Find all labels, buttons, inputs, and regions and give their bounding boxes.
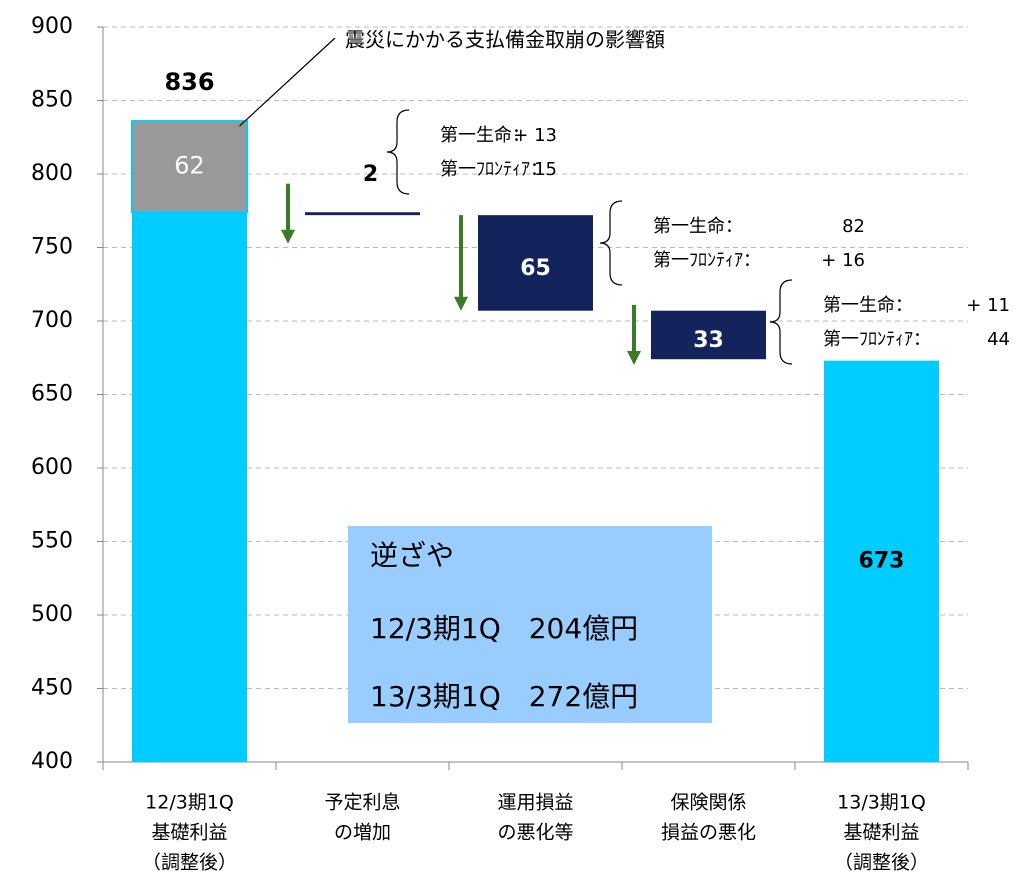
one-off-note: 震災にかかる支払備金取崩の影響額 bbox=[345, 28, 665, 52]
breakdown-name: 第一生命： bbox=[823, 295, 913, 316]
y-tick-label: 650 bbox=[31, 382, 73, 407]
x-tick-label: 12/3期1Q bbox=[145, 792, 234, 814]
x-tick-label: 基礎利益 bbox=[843, 822, 919, 844]
value-label: 673 bbox=[859, 548, 905, 573]
breakdown-value: 82 bbox=[842, 216, 865, 237]
breakdown-name: 第一ﾌﾛﾝﾃｨｱ： bbox=[440, 159, 548, 180]
breakdown-value: + 11 bbox=[966, 295, 1010, 316]
arrow-head bbox=[454, 296, 468, 311]
text-box-bg bbox=[348, 526, 712, 723]
breakdown-name: 第一ﾌﾛﾝﾃｨｱ： bbox=[653, 250, 761, 271]
x-tick-label: の増加 bbox=[334, 822, 391, 844]
leader-line bbox=[239, 37, 336, 127]
brace bbox=[386, 109, 410, 195]
x-tick-label: 基礎利益 bbox=[151, 822, 227, 844]
y-tick-label: 600 bbox=[31, 455, 73, 480]
value-label: 2 bbox=[363, 162, 378, 187]
bar bbox=[305, 212, 420, 216]
one-off-segment bbox=[131, 120, 248, 214]
text-box-line: 13/3期1Q 272億円 bbox=[370, 680, 638, 713]
brace bbox=[769, 279, 793, 365]
y-tick-label: 750 bbox=[31, 235, 73, 260]
y-tick-label: 400 bbox=[31, 749, 73, 774]
breakdown-value: + 13 bbox=[513, 125, 557, 146]
y-tick-label: 550 bbox=[31, 529, 73, 554]
arrow-head bbox=[627, 350, 641, 365]
breakdown-value: + 16 bbox=[821, 250, 865, 271]
x-tick-label: （調整後） bbox=[142, 852, 237, 874]
bar bbox=[132, 212, 247, 763]
y-tick-label: 450 bbox=[31, 676, 73, 701]
text-box: 逆ざや 12/3期1Q 204億円 13/3期1Q 272億円 bbox=[348, 526, 712, 723]
total-label: 836 bbox=[164, 68, 214, 96]
x-tick-label: 運用損益 bbox=[497, 792, 573, 814]
y-tick-label: 900 bbox=[31, 14, 73, 39]
x-tick-label: の悪化等 bbox=[497, 822, 573, 844]
bar bbox=[651, 310, 766, 360]
breakdown-value: 15 bbox=[534, 159, 557, 180]
x-tick-label: 13/3期1Q bbox=[837, 792, 926, 814]
y-tick-label: 800 bbox=[31, 161, 73, 186]
breakdown-name: 第一ﾌﾛﾝﾃｨｱ： bbox=[823, 329, 931, 350]
x-tick-label: 損益の悪化 bbox=[661, 822, 756, 844]
x-tick-label: 予定利息 bbox=[324, 792, 400, 814]
text-box-line: 逆ざや bbox=[370, 539, 454, 572]
one-off-label: 62 bbox=[174, 152, 205, 180]
x-tick-label: 保険関係 bbox=[670, 792, 746, 814]
y-tick-label: 850 bbox=[31, 88, 73, 113]
x-tick-label: （調整後） bbox=[834, 852, 929, 874]
breakdown-name: 第一生命： bbox=[653, 216, 743, 237]
text-box-line: 12/3期1Q 204億円 bbox=[370, 612, 638, 645]
y-tick-label: 700 bbox=[31, 308, 73, 333]
breakdown-value: 44 bbox=[987, 329, 1010, 350]
breakdown-name: 第一生命： bbox=[440, 125, 530, 146]
value-label: 65 bbox=[520, 256, 551, 281]
y-tick-label: 500 bbox=[31, 602, 73, 627]
value-label: 33 bbox=[693, 328, 724, 353]
bar bbox=[478, 215, 593, 311]
brace bbox=[599, 200, 623, 286]
bar bbox=[824, 360, 939, 762]
arrow-head bbox=[281, 229, 295, 244]
